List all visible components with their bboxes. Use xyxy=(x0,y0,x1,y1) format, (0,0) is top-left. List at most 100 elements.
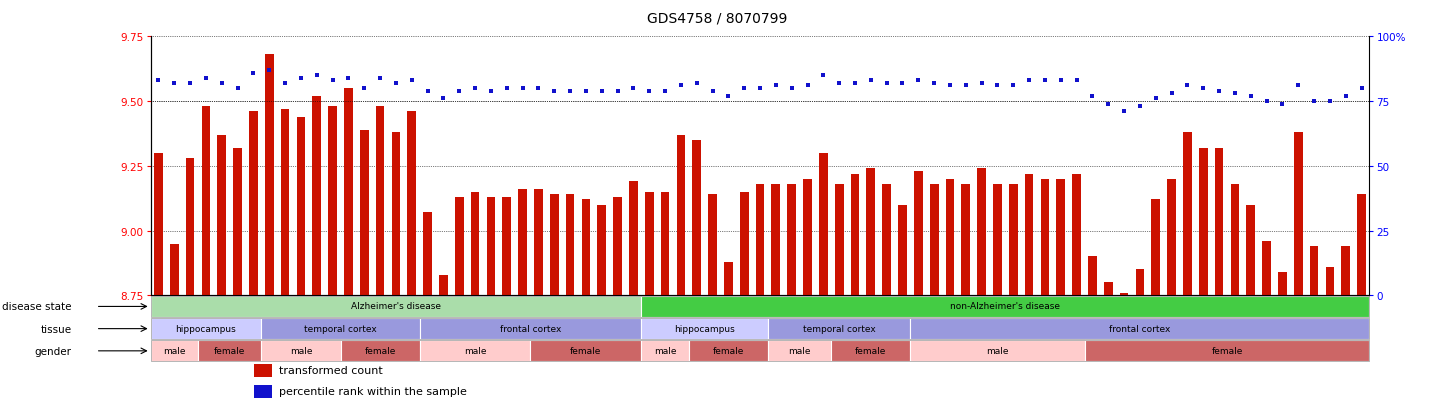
Point xyxy=(575,88,598,95)
Bar xyxy=(1041,179,1050,296)
Bar xyxy=(641,340,688,362)
Bar xyxy=(531,340,641,362)
Bar xyxy=(250,112,258,296)
Text: male: male xyxy=(163,346,185,355)
Bar xyxy=(186,159,195,296)
Point xyxy=(463,85,486,92)
Point xyxy=(1271,101,1293,108)
Point xyxy=(353,85,376,92)
Point xyxy=(227,85,250,92)
Text: non-Alzheimer's disease: non-Alzheimer's disease xyxy=(951,302,1060,311)
Text: female: female xyxy=(571,346,602,355)
Bar xyxy=(1183,133,1192,296)
Bar xyxy=(693,140,701,296)
Bar xyxy=(455,197,463,296)
Bar xyxy=(153,154,163,296)
Point xyxy=(384,81,407,87)
Bar xyxy=(1025,174,1034,296)
Point xyxy=(796,83,819,90)
Point xyxy=(591,88,614,95)
Bar xyxy=(850,174,859,296)
Bar xyxy=(254,364,272,377)
Text: female: female xyxy=(364,346,396,355)
Point xyxy=(290,75,313,82)
Bar xyxy=(218,135,227,296)
Bar xyxy=(598,205,607,296)
Bar xyxy=(1120,293,1129,296)
Bar xyxy=(771,185,780,296)
Point xyxy=(1192,85,1215,92)
Bar xyxy=(1215,148,1223,296)
Bar xyxy=(1057,179,1065,296)
Bar xyxy=(151,340,198,362)
Bar xyxy=(677,135,685,296)
Text: temporal cortex: temporal cortex xyxy=(304,324,377,333)
Point xyxy=(1081,93,1104,100)
Text: male: male xyxy=(654,346,677,355)
Point xyxy=(211,81,234,87)
Bar xyxy=(1199,148,1207,296)
Point xyxy=(1302,98,1325,105)
Text: female: female xyxy=(1212,346,1243,355)
Bar xyxy=(1262,241,1271,296)
Bar xyxy=(1084,340,1369,362)
Bar xyxy=(420,318,641,339)
Bar xyxy=(819,154,827,296)
Bar xyxy=(769,340,832,362)
Bar xyxy=(756,185,764,296)
Bar xyxy=(423,213,432,296)
Bar xyxy=(297,117,305,296)
Point xyxy=(195,75,218,82)
Point xyxy=(955,83,978,90)
Point xyxy=(321,78,344,84)
Bar xyxy=(261,340,340,362)
Bar xyxy=(313,97,321,296)
Bar xyxy=(439,275,447,296)
Bar xyxy=(803,179,812,296)
Bar xyxy=(281,109,290,296)
Point xyxy=(827,81,850,87)
Text: hippocampus: hippocampus xyxy=(175,324,237,333)
Point xyxy=(780,85,803,92)
Bar xyxy=(708,195,717,296)
Text: temporal cortex: temporal cortex xyxy=(803,324,876,333)
Bar xyxy=(1167,179,1176,296)
Point xyxy=(859,78,882,84)
Point xyxy=(1207,88,1230,95)
Bar xyxy=(913,171,922,296)
Bar xyxy=(724,262,733,296)
Text: tissue: tissue xyxy=(40,324,72,334)
Point xyxy=(749,85,771,92)
Bar xyxy=(835,185,843,296)
Point xyxy=(1255,98,1278,105)
Bar xyxy=(171,244,179,296)
Bar xyxy=(1088,257,1097,296)
Point xyxy=(179,81,202,87)
Point xyxy=(685,81,708,87)
Bar xyxy=(961,185,971,296)
Point xyxy=(764,83,787,90)
Point xyxy=(622,85,645,92)
Point xyxy=(1129,104,1152,110)
Point xyxy=(148,78,171,84)
Text: gender: gender xyxy=(34,346,72,356)
Bar xyxy=(898,205,906,296)
Text: Alzheimer's disease: Alzheimer's disease xyxy=(351,302,440,311)
Point xyxy=(559,88,582,95)
Point xyxy=(1097,101,1120,108)
Point xyxy=(906,78,929,84)
Point xyxy=(479,88,502,95)
Bar xyxy=(502,197,511,296)
Bar xyxy=(420,340,531,362)
Point xyxy=(495,85,518,92)
Point xyxy=(1286,83,1309,90)
Point xyxy=(242,70,265,77)
Bar xyxy=(565,195,575,296)
Text: male: male xyxy=(789,346,810,355)
Point xyxy=(922,81,945,87)
Point xyxy=(1034,78,1057,84)
Point xyxy=(511,85,533,92)
Bar xyxy=(929,185,938,296)
Bar xyxy=(787,185,796,296)
Text: GDS4758 / 8070799: GDS4758 / 8070799 xyxy=(647,12,787,26)
